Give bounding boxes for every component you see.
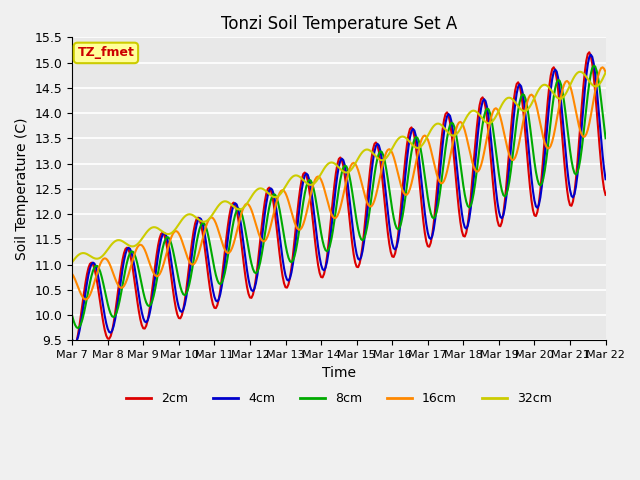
X-axis label: Time: Time — [322, 366, 356, 380]
Title: Tonzi Soil Temperature Set A: Tonzi Soil Temperature Set A — [221, 15, 457, 33]
Text: TZ_fmet: TZ_fmet — [77, 47, 134, 60]
Legend: 2cm, 4cm, 8cm, 16cm, 32cm: 2cm, 4cm, 8cm, 16cm, 32cm — [121, 387, 557, 410]
Y-axis label: Soil Temperature (C): Soil Temperature (C) — [15, 118, 29, 260]
